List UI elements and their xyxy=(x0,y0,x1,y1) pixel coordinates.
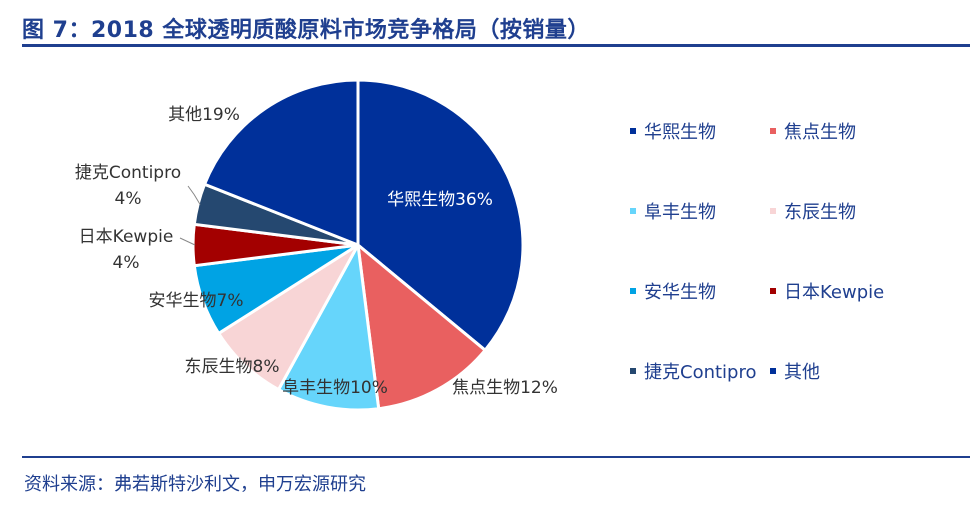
leader-line-6 xyxy=(187,185,201,205)
pie-slice-1 xyxy=(356,241,488,411)
slice-label-7: 其他19% xyxy=(168,105,240,125)
legend-item: 东辰生物 xyxy=(770,198,856,224)
legend-label: 焦点生物 xyxy=(784,122,856,143)
legend-label: 华熙生物 xyxy=(644,122,716,143)
slice-label-5: 日本Kewpie xyxy=(79,227,174,247)
legend-swatch xyxy=(630,288,636,294)
slice-label-0: 华熙生物36% xyxy=(387,190,493,210)
legend-swatch xyxy=(630,208,636,214)
leader-line-5 xyxy=(179,237,196,246)
legend-swatch xyxy=(770,288,776,294)
legend-item: 捷克Contipro xyxy=(630,358,757,384)
slice-label-6: 捷克Contipro xyxy=(75,163,181,183)
slice-label-1: 焦点生物12% xyxy=(452,378,558,398)
slice-label-2: 阜丰生物10% xyxy=(282,378,388,398)
legend-swatch xyxy=(770,128,776,134)
legend-item: 阜丰生物 xyxy=(630,198,716,224)
slice-value-label-6: 4% xyxy=(115,189,142,209)
slice-value-label-5: 4% xyxy=(113,253,140,273)
source-divider xyxy=(22,456,970,458)
chart-title: 图 7：2018 全球透明质酸原料市场竞争格局（按销量） xyxy=(22,18,590,43)
legend-item: 华熙生物 xyxy=(630,118,716,144)
pie-slice-7 xyxy=(202,78,360,248)
legend-item: 安华生物 xyxy=(630,278,716,304)
pie-slice-2 xyxy=(276,240,381,412)
legend-item: 其他 xyxy=(770,358,820,384)
legend-swatch xyxy=(630,128,636,134)
legend-label: 捷克Contipro xyxy=(644,362,757,383)
legend-label: 东辰生物 xyxy=(784,202,856,223)
legend-item: 日本Kewpie xyxy=(770,278,884,304)
legend-swatch xyxy=(770,368,776,374)
pie-slice-0 xyxy=(356,78,525,353)
legend-label: 阜丰生物 xyxy=(644,202,716,223)
legend-item: 焦点生物 xyxy=(770,118,856,144)
legend-label: 安华生物 xyxy=(644,282,716,303)
legend-swatch xyxy=(630,368,636,374)
legend-label: 日本Kewpie xyxy=(784,282,885,303)
legend-label: 其他 xyxy=(784,362,820,383)
title-divider xyxy=(22,44,970,47)
slice-label-4: 安华生物7% xyxy=(149,291,244,311)
source-note: 资料来源：弗若斯特沙利文，申万宏源研究 xyxy=(24,474,366,495)
legend-swatch xyxy=(770,208,776,214)
slice-label-3: 东辰生物8% xyxy=(185,357,280,377)
